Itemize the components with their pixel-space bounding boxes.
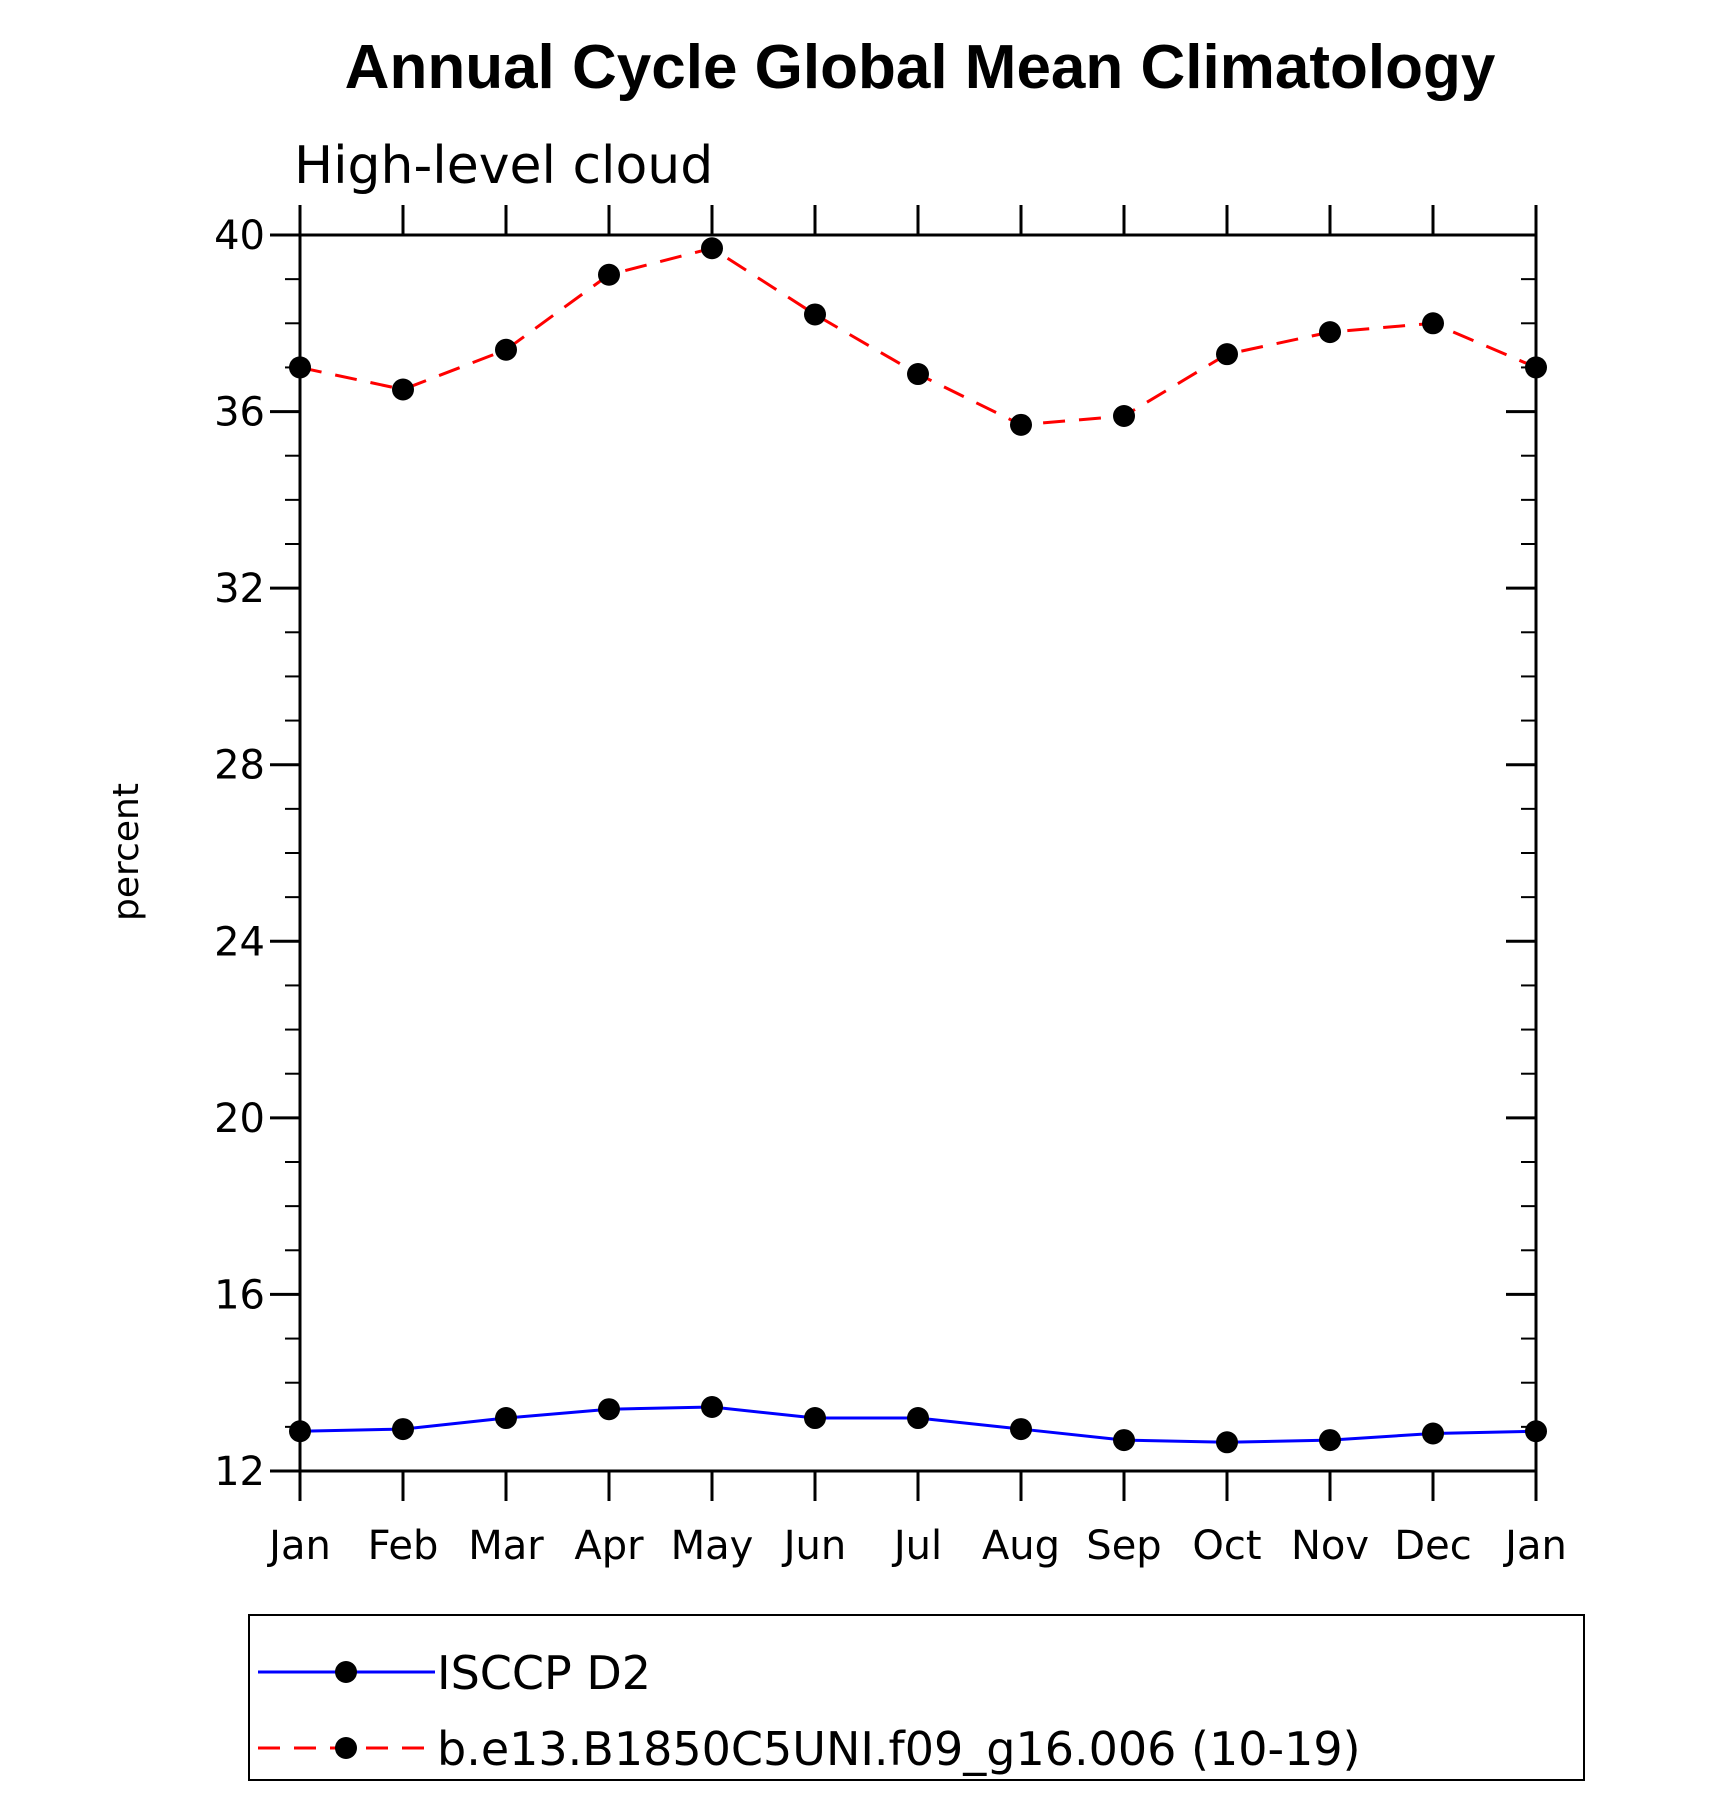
series-1-point: [598, 263, 620, 286]
x-tick-label: Feb: [368, 1523, 439, 1569]
series-0-point: [907, 1407, 929, 1430]
series-1-point: [907, 363, 929, 386]
series-0-point: [701, 1395, 723, 1418]
series-1-point: [804, 303, 826, 326]
series-group: [289, 237, 1547, 1454]
series-0-point: [495, 1407, 517, 1430]
series-1-point: [1319, 321, 1341, 344]
series-0-point: [1319, 1429, 1341, 1452]
plot-frame: [298, 233, 1538, 1473]
series-1-point: [1216, 343, 1238, 366]
series-1-point: [495, 338, 517, 361]
series-0-point: [804, 1407, 826, 1430]
series-1-point: [1010, 413, 1032, 436]
y-tick-label: 16: [214, 1272, 265, 1318]
series-1-point: [1422, 312, 1444, 335]
x-tick-labels: Jan Feb Mar Apr May Jun Jul Aug Sep Oct Nov Dec Jan: [266, 1523, 1567, 1569]
x-tick-label: Aug: [982, 1523, 1060, 1569]
x-tick-label: Dec: [1394, 1523, 1471, 1569]
series-0-point: [392, 1418, 414, 1441]
y-tick-labels: 12 16 20 24 28 32 36 40: [214, 213, 265, 1495]
x-tick-label: Apr: [574, 1523, 644, 1569]
y-tick-label: 32: [214, 566, 265, 612]
series-line-1: [299, 246, 1537, 427]
legend-items: ISCCP D2 b.e13.B1850C5UNI.f09_g16.006 (10…: [258, 1646, 1361, 1776]
y-tick-label: 24: [214, 919, 265, 965]
legend-label-0: ISCCP D2: [437, 1646, 651, 1700]
y-tick-label: 40: [214, 213, 265, 259]
x-tick-label: Jul: [891, 1523, 942, 1569]
series-1-point: [1113, 404, 1135, 427]
x-tick-label: Nov: [1291, 1523, 1369, 1569]
x-tick-label: Oct: [1192, 1523, 1261, 1569]
x-tick-label: Jun: [781, 1523, 847, 1569]
y-tick-label: 36: [214, 390, 265, 436]
series-0-point: [598, 1398, 620, 1421]
y-axis-label: percent: [106, 783, 147, 921]
series-0-point: [1422, 1422, 1444, 1445]
series-1-point: [392, 378, 414, 401]
legend-marker-1: [335, 1737, 357, 1759]
chart-title: Annual Cycle Global Mean Climatology: [345, 33, 1496, 102]
legend-marker-0: [335, 1661, 357, 1683]
y-tick-label: 20: [214, 1096, 265, 1142]
series-0-point: [1010, 1418, 1032, 1441]
series-0-point: [289, 1420, 311, 1443]
series-1-point: [289, 356, 311, 379]
y-tick-label: 12: [214, 1449, 265, 1495]
x-tick-label: Jan: [1502, 1523, 1567, 1569]
x-tick-label: Mar: [468, 1523, 544, 1569]
legend-label-1: b.e13.B1850C5UNI.f09_g16.006 (10-19): [437, 1722, 1361, 1776]
series-0-point: [1113, 1429, 1135, 1452]
y-tick-label: 28: [214, 743, 265, 789]
series-1-point: [1525, 356, 1547, 379]
x-tick-label: Jan: [266, 1523, 331, 1569]
series-1-point: [701, 237, 723, 260]
x-tick-label: Sep: [1086, 1523, 1161, 1569]
chart-subtitle: High-level cloud: [294, 136, 713, 196]
legend: [248, 1614, 1585, 1781]
x-tick-label: May: [671, 1523, 754, 1569]
axis-ticks: [270, 205, 1538, 1501]
series-0-point: [1216, 1431, 1238, 1454]
series-0-point: [1525, 1420, 1547, 1443]
